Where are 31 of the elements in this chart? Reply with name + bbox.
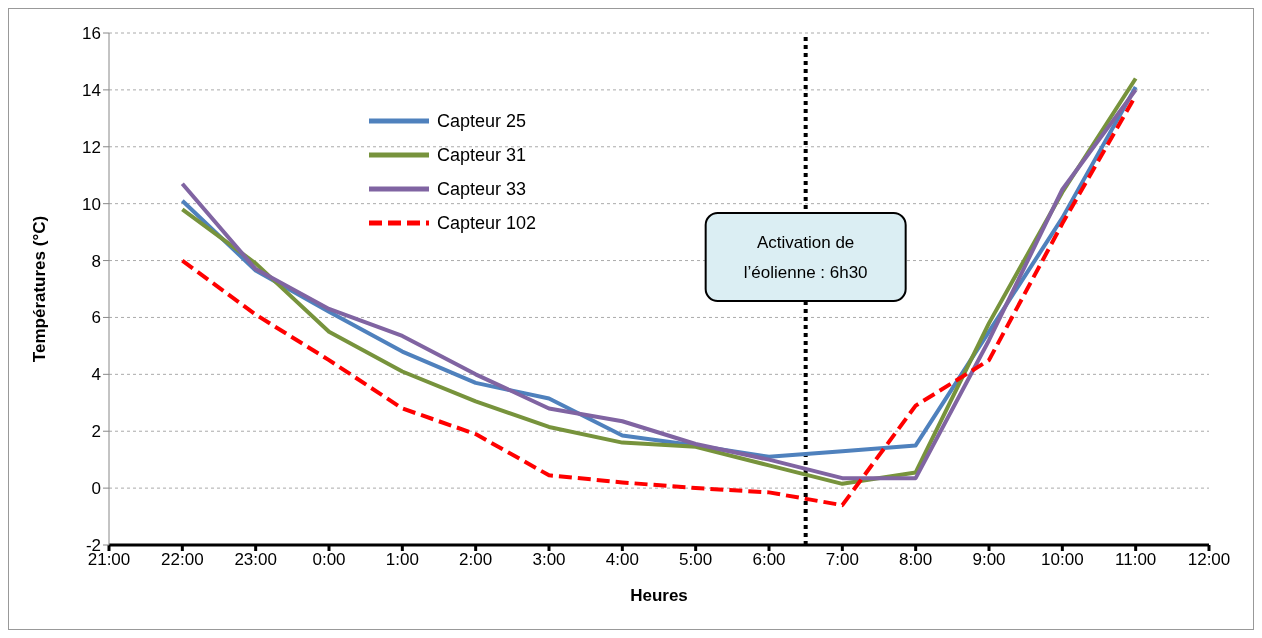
x-tick-label: 3:00 [532, 550, 566, 570]
y-tick-label: 6 [91, 308, 101, 328]
y-tick-label: 10 [82, 194, 101, 214]
x-tick-label: 23:00 [234, 550, 277, 570]
y-tick-label: 2 [91, 422, 101, 442]
legend-label: Capteur 102 [437, 212, 537, 234]
x-tick-label: 22:00 [161, 550, 204, 570]
x-tick-label: 7:00 [825, 550, 859, 570]
y-tick-label: 4 [91, 365, 101, 385]
x-tick-label: 0:00 [312, 550, 346, 570]
legend-label: Capteur 25 [437, 110, 527, 132]
ref-line-label: Activation de l’éolienne : 6h30 [743, 233, 868, 282]
x-tick-label: 5:00 [679, 550, 713, 570]
x-tick-label: 4:00 [605, 550, 639, 570]
legend-label: Capteur 33 [437, 178, 527, 200]
x-tick-label: 10:00 [1041, 550, 1084, 570]
x-axis-title: Heures [630, 586, 688, 605]
y-tick-label: 0 [91, 479, 101, 499]
x-tick-label: 11:00 [1115, 550, 1157, 570]
y-tick-label: 16 [82, 24, 101, 44]
y-axis-title: Températures (°C) [30, 215, 50, 363]
x-tick-label: 2:00 [459, 550, 493, 570]
y-tick-label: 8 [91, 251, 101, 271]
x-tick-label: 8:00 [899, 550, 933, 570]
x-tick-label: 9:00 [972, 550, 1006, 570]
y-tick-label: 14 [82, 80, 101, 100]
x-tick-label: 6:00 [752, 550, 786, 570]
x-tick-label: 1:00 [385, 550, 419, 570]
y-tick-label: 12 [82, 137, 101, 157]
legend-label: Capteur 31 [437, 144, 527, 166]
x-tick-label: 12:00 [1187, 550, 1231, 570]
